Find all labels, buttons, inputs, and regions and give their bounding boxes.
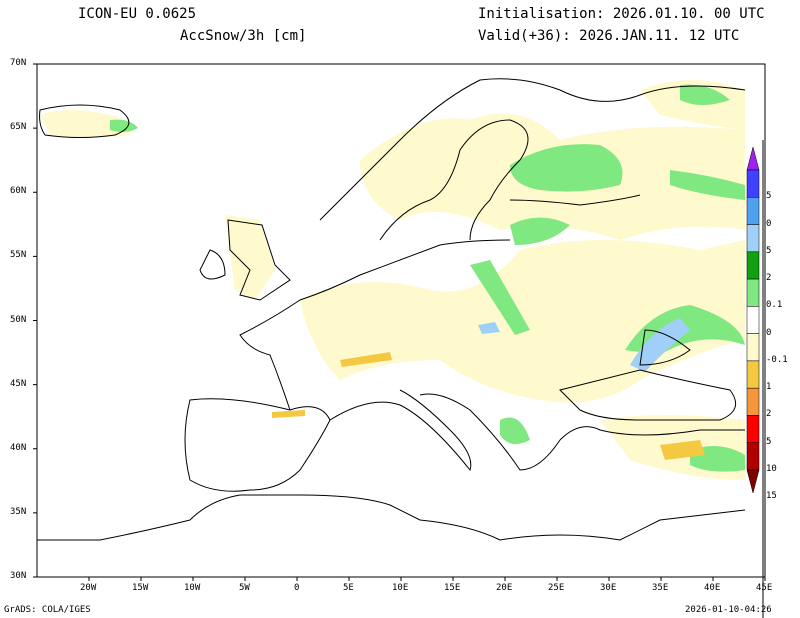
coastline-sea-of-azov bbox=[639, 329, 691, 366]
legend-label: 2 bbox=[766, 273, 772, 284]
coastline-great-britain bbox=[227, 219, 291, 301]
legend-swatch bbox=[746, 224, 760, 253]
legend-swatch bbox=[746, 415, 760, 443]
snow-area-finland-green bbox=[510, 144, 623, 192]
legend-label: 0.1 bbox=[766, 300, 783, 311]
legend-label: 0 bbox=[766, 327, 772, 338]
coastline-ireland bbox=[199, 249, 226, 280]
model-title: ICON-EU 0.0625 bbox=[78, 6, 197, 22]
render-timestamp: 2026-01-10-04:26 bbox=[685, 605, 772, 615]
legend-arrow-top bbox=[746, 146, 760, 171]
lon-label: 5E bbox=[343, 583, 354, 593]
lat-label: 40N bbox=[10, 442, 27, 453]
lat-label: 35N bbox=[10, 506, 27, 517]
snow-area-baltic-green bbox=[510, 217, 570, 245]
valid-time: Valid(+36): 2026.JAN.11. 12 UTC bbox=[478, 28, 740, 44]
legend-label: 5 bbox=[766, 245, 772, 256]
lon-label: 0 bbox=[294, 583, 300, 593]
legend-label: 5 bbox=[766, 191, 772, 202]
snow-area-iceland bbox=[40, 110, 131, 138]
legend-label: 0 bbox=[766, 218, 772, 229]
coastline-baltic-sea bbox=[379, 119, 529, 241]
coastline-balkans-turkey bbox=[419, 393, 745, 471]
snow-area-iceland-green bbox=[110, 119, 138, 133]
coastline-black-sea bbox=[559, 369, 737, 421]
legend-arrow-bottom bbox=[746, 469, 760, 494]
lat-label: 30N bbox=[10, 571, 27, 581]
coastline-iberia bbox=[184, 398, 331, 492]
variable-title: AccSnow/3h [cm] bbox=[180, 28, 307, 44]
legend-swatch bbox=[746, 169, 760, 198]
legend-swatch bbox=[746, 278, 760, 307]
axis-ticks bbox=[33, 63, 766, 581]
snow-fields bbox=[40, 80, 745, 480]
legend-label: -0.1 bbox=[766, 354, 788, 365]
lon-label: 5W bbox=[239, 583, 250, 593]
grads-credit: GrADS: COLA/IGES bbox=[4, 605, 91, 615]
coastline-france-north-sea bbox=[239, 239, 511, 411]
legend-label: 2 bbox=[766, 409, 772, 420]
coastline-italy bbox=[329, 389, 472, 472]
legend-swatch bbox=[746, 333, 760, 362]
legend-label: 10 bbox=[766, 464, 777, 474]
lon-label: 15W bbox=[132, 583, 149, 593]
lon-label: 15E bbox=[444, 583, 461, 593]
snow-area-alps-gold bbox=[340, 352, 392, 367]
initialisation-time: Initialisation: 2026.01.10. 00 UTC bbox=[478, 6, 765, 22]
legend-swatch bbox=[746, 360, 760, 389]
coastline-norway-arctic bbox=[319, 78, 746, 221]
lat-label: 70N bbox=[10, 58, 27, 68]
lon-label: 30E bbox=[600, 583, 617, 593]
lon-label: 10E bbox=[392, 583, 409, 593]
lat-label: 60N bbox=[10, 186, 27, 197]
snow-area-turkey-gold bbox=[660, 440, 705, 460]
coastline-gulf-of-finland bbox=[509, 194, 641, 206]
legend-swatch bbox=[746, 197, 760, 225]
lon-label: 10W bbox=[184, 583, 201, 593]
coastline-iceland bbox=[39, 104, 130, 138]
lon-label: 40E bbox=[704, 583, 721, 593]
legend-swatch bbox=[746, 387, 760, 416]
legend-swatch bbox=[746, 306, 760, 334]
lon-label: 35E bbox=[652, 583, 669, 593]
legend-swatch bbox=[746, 251, 760, 280]
snow-area-belarus-green bbox=[470, 260, 530, 335]
lon-label: 20W bbox=[80, 583, 97, 593]
legend-swatch bbox=[746, 442, 760, 471]
snow-area-spain-gold bbox=[272, 410, 305, 418]
lat-label: 65N bbox=[10, 122, 27, 133]
snow-area-poland-blue bbox=[478, 322, 500, 334]
lon-label: 25E bbox=[548, 583, 565, 593]
lon-label: 45E bbox=[756, 583, 773, 593]
legend-label: 15 bbox=[766, 491, 777, 502]
legend-label: 1 bbox=[766, 382, 772, 393]
coastline-north-africa bbox=[37, 494, 746, 541]
snow-area-uk bbox=[225, 215, 275, 300]
lat-label: 45N bbox=[10, 378, 27, 389]
snow-area-balkan-green bbox=[500, 417, 530, 444]
color-legend bbox=[746, 140, 764, 618]
lon-label: 20E bbox=[496, 583, 513, 593]
legend-label: 5 bbox=[766, 436, 772, 447]
snow-area-ukraine-blue bbox=[630, 318, 690, 372]
lat-label: 50N bbox=[10, 314, 27, 325]
lat-label: 55N bbox=[10, 250, 27, 261]
snow-area-russia-green bbox=[670, 170, 745, 200]
coastlines bbox=[37, 78, 746, 541]
snow-area-north-green bbox=[680, 84, 730, 105]
